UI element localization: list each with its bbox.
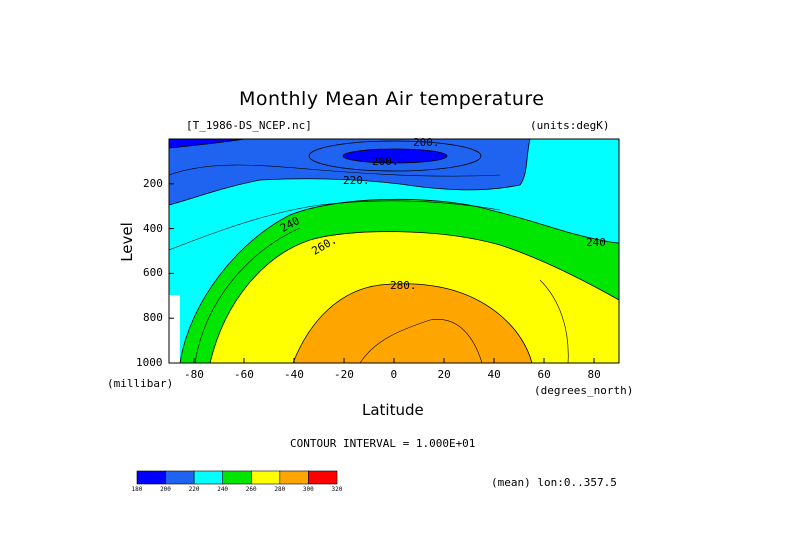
colorbar-level-label: 220 [188,486,200,493]
y-tick-label: 400 [143,221,163,235]
axis-ticks [169,183,595,364]
colorbar-swatch [250,470,281,485]
x-tick-label: 0 [390,368,398,381]
y-tick-label: 1000 [136,356,163,369]
band-180-200-core [343,149,447,163]
missing-data-area [169,295,180,363]
contour-label: 240 [586,236,606,249]
x-tick-label: 80 [587,368,601,381]
contour-label: 200. [413,136,440,149]
contour-fills [169,139,619,363]
colorbar-level-label: 260 [245,486,257,493]
colorbar-swatch [222,470,252,485]
colorbar-swatch [165,470,195,485]
y-tick-label: 800 [143,311,163,325]
x-tick-label: -20 [334,368,354,381]
x-tick-label: 40 [487,368,501,381]
lon-annotation: (mean) lon:0..357.5 [491,476,617,489]
y-tick-label: 600 [143,266,163,280]
x-axis-units: (degrees_north) [534,384,634,397]
colorbar-swatch [308,470,338,485]
y-axis-units: (millibar) [107,377,174,390]
x-tick-label: 60 [537,368,551,381]
band-280-300 [293,283,532,363]
contour-label: 280. [390,279,417,292]
source-label: [T_1986-DS_NCEP.nc] [186,119,312,132]
colorbar-level-label: 320 [331,486,343,493]
colorbar-swatch [136,470,166,485]
x-tick-label: -80 [184,368,204,381]
contour-interval: CONTOUR INTERVAL = 1.000E+01 [290,437,476,450]
chart-title: Monthly Mean Air temperature [239,88,545,110]
x-tick-label: -40 [284,368,304,381]
x-axis-label: Latitude [362,401,424,419]
colorbar-level-label: 280 [274,486,286,493]
colorbar-level-label: 300 [302,486,314,493]
y-axis-label: Level [117,222,136,262]
contour-label: 200. [372,155,399,168]
y-tick-label: 200 [143,176,163,190]
x-tick-label: -60 [234,368,254,381]
units-label: (units:degK) [530,119,610,132]
colorbar-level-label: 240 [217,486,229,493]
contour-label: 220. [343,174,370,187]
colorbar-level-label: 180 [131,486,143,493]
colorbar [136,470,338,485]
colorbar-swatch [193,470,224,485]
x-tick-label: 20 [437,368,451,381]
colorbar-level-label: 200 [160,486,171,493]
colorbar-swatch [279,470,309,485]
